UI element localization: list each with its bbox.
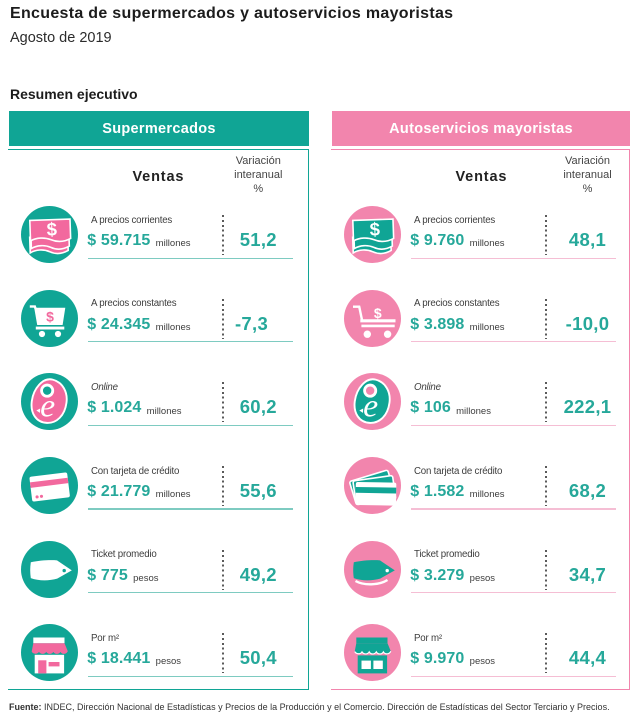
svg-text:$: $: [47, 219, 59, 240]
svg-text:e: e: [40, 388, 57, 425]
svg-text:e: e: [363, 388, 380, 425]
svg-text:$: $: [46, 308, 54, 324]
svg-text:$: $: [370, 219, 382, 240]
svg-text:$: $: [374, 305, 382, 321]
